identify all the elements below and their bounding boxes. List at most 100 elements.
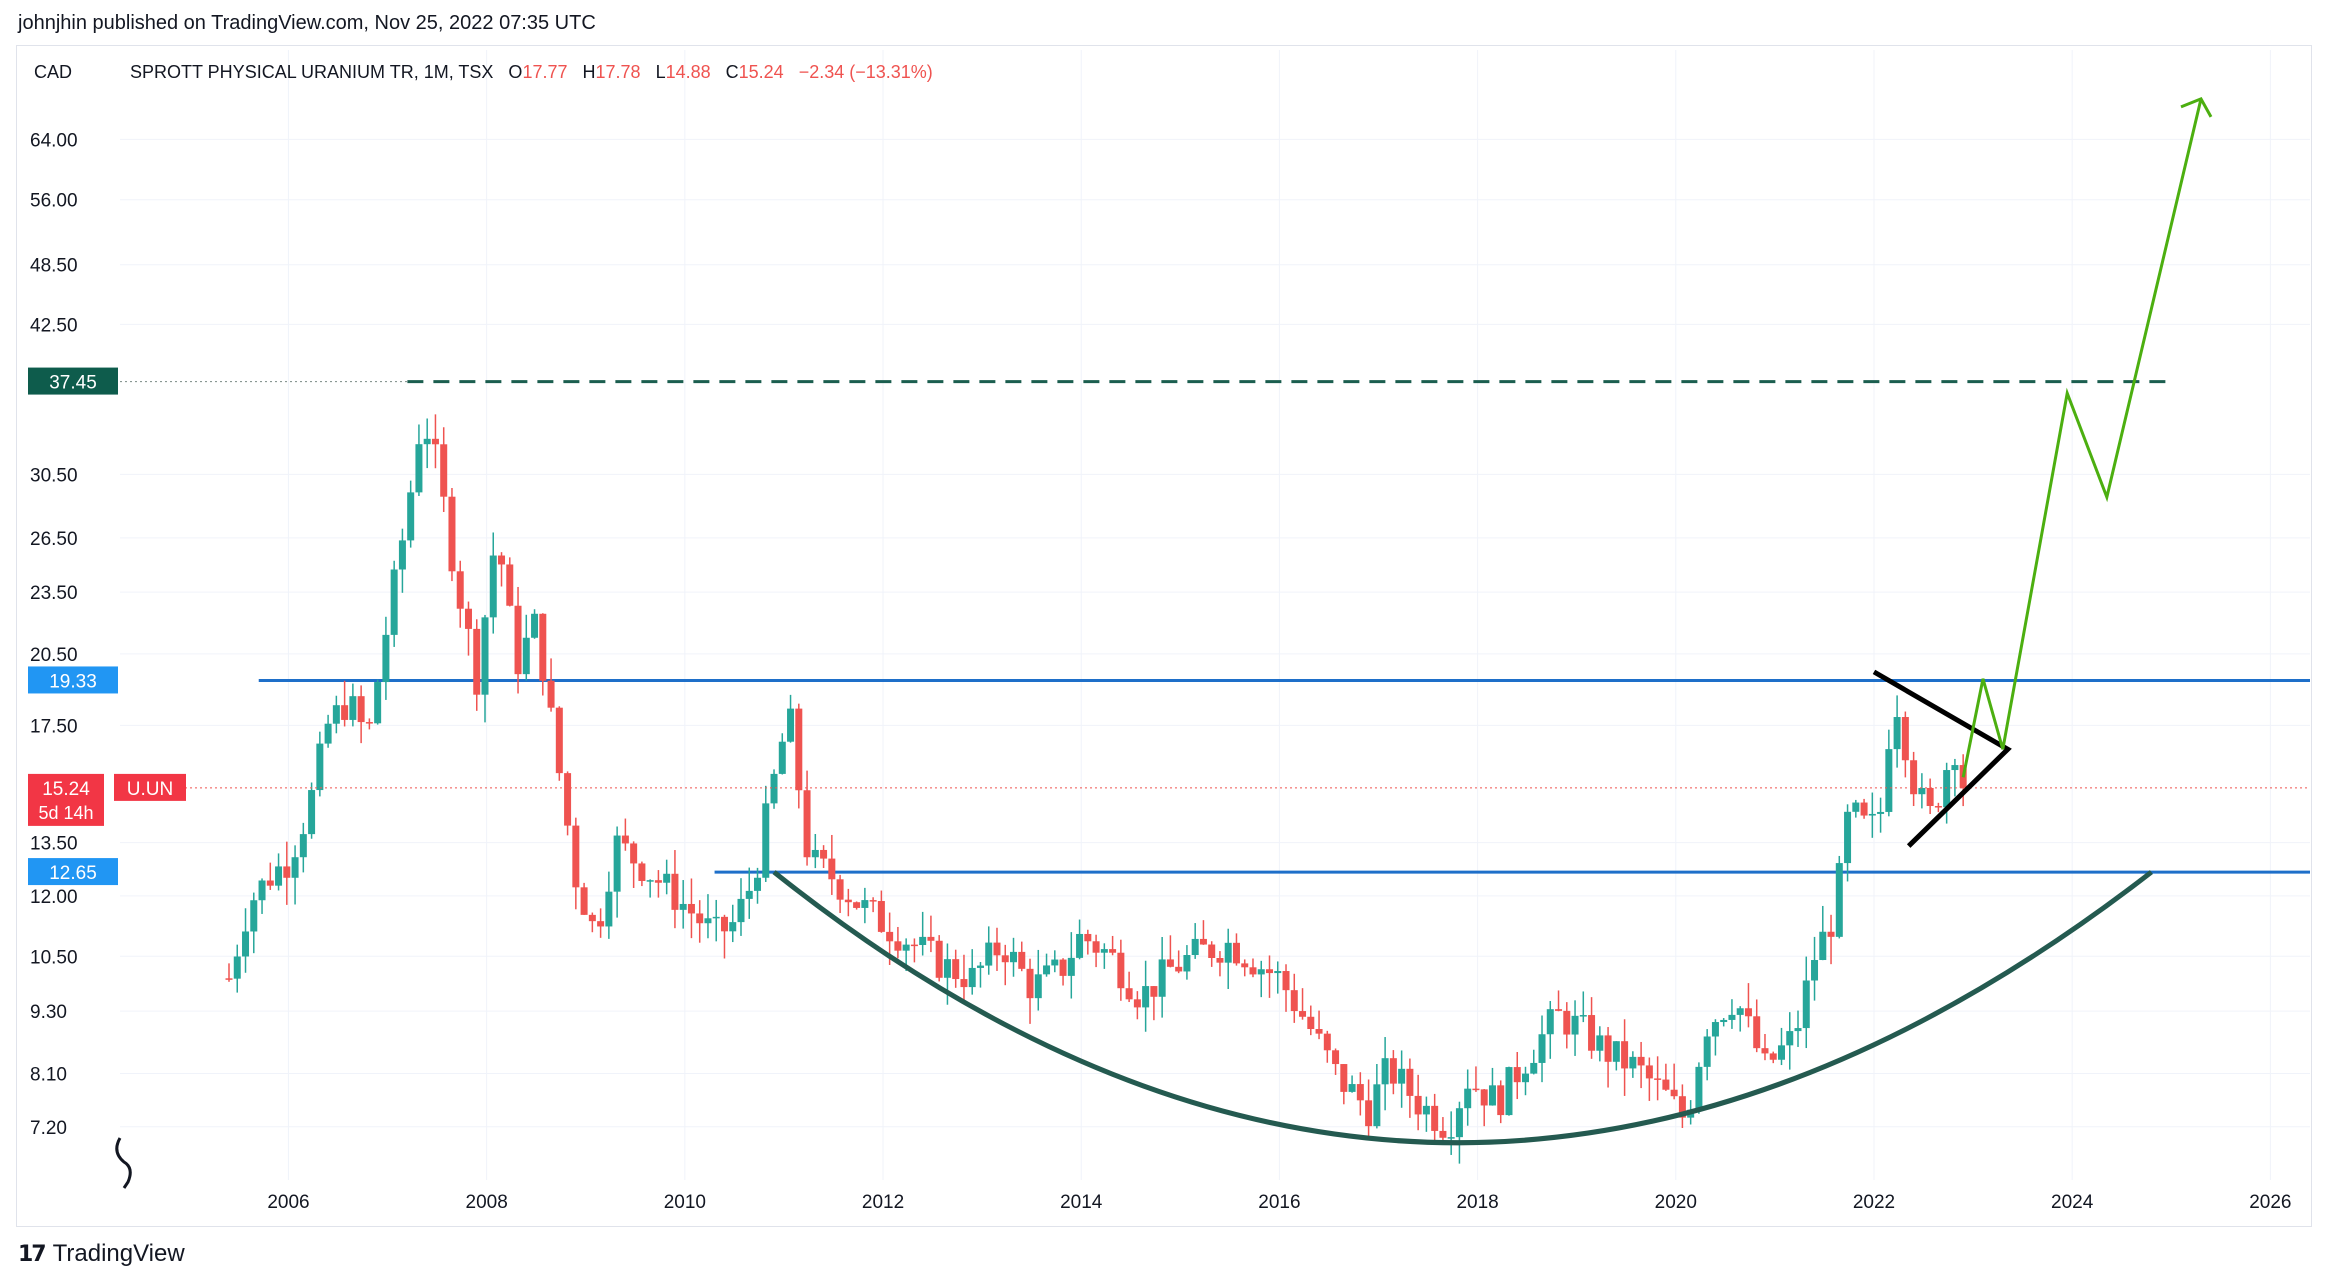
y-tick-label: 20.50 <box>30 645 78 666</box>
countdown-label: 5d 14h <box>38 803 93 823</box>
candle-body <box>1678 1096 1686 1118</box>
candle-body <box>1010 951 1018 963</box>
candle-body <box>1811 960 1819 981</box>
y-tick-label: 9.30 <box>30 1002 67 1023</box>
candle-body <box>960 979 968 988</box>
candle-body <box>1819 931 1827 961</box>
candle-body <box>1249 967 1257 975</box>
candle-body <box>555 707 563 774</box>
candle-body <box>233 956 241 979</box>
candle-body <box>1794 1028 1802 1032</box>
candle-body <box>787 708 795 742</box>
x-tick-label: 2016 <box>1258 1192 1300 1213</box>
candle-body <box>919 936 927 946</box>
candle-body <box>1241 963 1249 968</box>
candle-body <box>621 835 629 844</box>
currency-label: CAD <box>34 62 72 82</box>
candle-body <box>646 880 654 882</box>
price-level-badge <box>28 367 118 395</box>
last-price-label: 15.24 <box>42 779 90 800</box>
candle-body <box>1026 968 1034 999</box>
candle-body <box>1538 1034 1546 1063</box>
candle-body <box>1208 944 1216 958</box>
candle-body <box>1860 802 1868 816</box>
candle-body <box>1555 1009 1563 1011</box>
y-tick-label: 42.50 <box>30 315 78 336</box>
candle-body <box>1059 959 1067 976</box>
candle-body <box>877 901 885 932</box>
candle-body <box>1142 986 1150 1008</box>
candle-body <box>1117 952 1125 989</box>
candle-body <box>1571 1015 1579 1035</box>
candle-body <box>1348 1084 1356 1092</box>
candle-body <box>630 843 638 864</box>
candle-body <box>1257 969 1265 975</box>
candle-body <box>1191 938 1199 956</box>
candle-body <box>1521 1073 1529 1083</box>
candle-body <box>1084 933 1092 942</box>
candle-body <box>431 438 439 445</box>
candle-body <box>266 880 274 886</box>
x-tick-label: 2010 <box>664 1192 706 1213</box>
ticker-badge <box>114 773 186 801</box>
x-tick-label: 2022 <box>1853 1192 1895 1213</box>
x-tick-label: 2018 <box>1456 1192 1498 1213</box>
candle-body <box>407 492 415 541</box>
candle-body <box>687 903 695 914</box>
candle-body <box>572 825 580 888</box>
open-value: 17.77 <box>522 62 567 82</box>
y-tick-label: 23.50 <box>30 583 78 604</box>
candle-body <box>1001 955 1009 963</box>
candle-body <box>1315 1029 1323 1034</box>
candle-body <box>1480 1089 1488 1106</box>
candle-body <box>927 936 935 941</box>
candle-body <box>828 858 836 880</box>
candle-body <box>820 849 828 859</box>
candle-body <box>985 942 993 966</box>
candle-body <box>464 608 472 629</box>
candle-body <box>258 880 266 901</box>
candle-body <box>1546 1009 1554 1035</box>
price-level-badge <box>28 858 118 886</box>
candle-body <box>1654 1078 1662 1080</box>
candle-body <box>1728 1014 1736 1020</box>
candle-body <box>1100 949 1108 953</box>
candle-body <box>1266 969 1274 974</box>
candle-body <box>1422 1105 1430 1115</box>
candle-body <box>1893 717 1901 750</box>
candle-body <box>1926 787 1934 807</box>
candle-body <box>1216 957 1224 963</box>
symbol-title: SPROTT PHYSICAL URANIUM TR, 1M, TSX <box>130 62 493 82</box>
candle-body <box>357 696 365 723</box>
candle-body <box>275 866 283 886</box>
y-tick-label: 26.50 <box>30 529 78 550</box>
candle-body <box>341 705 349 720</box>
ticker-label: U.UN <box>127 779 173 800</box>
candle-body <box>679 903 687 910</box>
candle-body <box>745 890 753 899</box>
candle-body <box>1464 1088 1472 1109</box>
candle-body <box>440 444 448 497</box>
candle-body <box>242 931 250 957</box>
candle-body <box>968 967 976 988</box>
candle-body <box>522 637 530 675</box>
x-tick-label: 2008 <box>466 1192 508 1213</box>
candle-body <box>1604 1035 1612 1062</box>
arrow-head-icon <box>2180 97 2213 118</box>
candle-body <box>506 564 514 606</box>
candle-body <box>844 899 852 903</box>
candle-body <box>1133 999 1141 1008</box>
tradingview-footer[interactable]: 17 TradingView <box>18 1240 185 1268</box>
candle-body <box>1431 1105 1439 1131</box>
candle-body <box>1579 1015 1587 1017</box>
y-tick-label: 7.20 <box>30 1118 67 1139</box>
candle-body <box>1034 974 1042 999</box>
candle-body <box>1934 806 1942 808</box>
y-tick-label: 13.50 <box>30 834 78 855</box>
candle-body <box>1852 802 1860 812</box>
y-tick-label: 12.00 <box>30 887 78 908</box>
last-price-badge <box>28 773 104 826</box>
low-value: 14.88 <box>666 62 711 82</box>
candle-body <box>1753 1016 1761 1049</box>
